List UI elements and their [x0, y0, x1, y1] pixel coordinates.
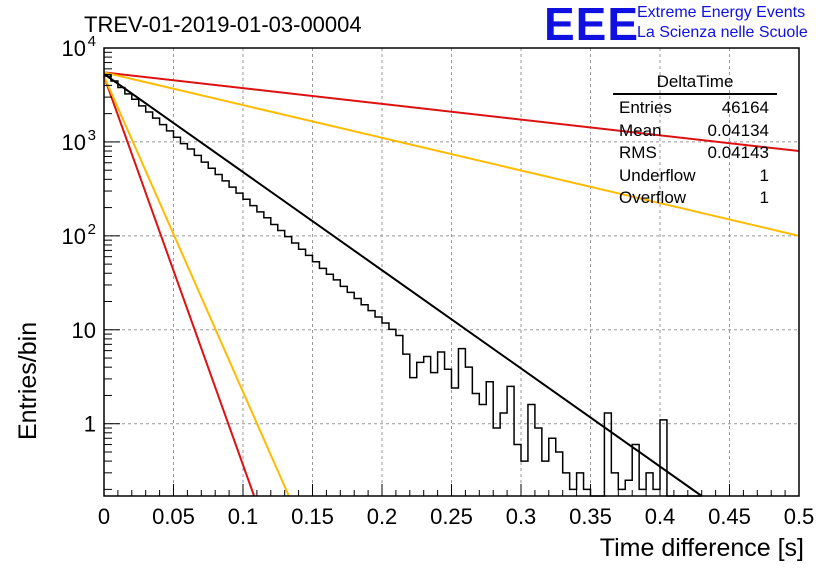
x-tick-label: 0.3 — [506, 504, 537, 529]
x-tick-label: 0.15 — [291, 504, 334, 529]
stats-label: Underflow — [619, 165, 696, 185]
stats-row-entries: Entries 46164 — [613, 97, 777, 120]
stats-value: 0.04134 — [707, 120, 769, 140]
stats-value: 0.04143 — [707, 143, 769, 163]
x-axis-label: Time difference [s] — [599, 534, 804, 562]
histogram-steps — [104, 73, 702, 497]
stats-value: 1 — [759, 188, 769, 208]
stats-label: Mean — [619, 120, 662, 140]
x-tick-label: 0.05 — [152, 504, 195, 529]
fit-curves — [103, 71, 800, 497]
axis-ticks — [103, 47, 800, 496]
stats-row-rms: RMS 0.04143 — [613, 142, 777, 165]
stats-value: 46164 — [721, 98, 769, 117]
fit-curve-0 — [103, 73, 703, 497]
y-tick-label: 10 — [72, 318, 96, 343]
x-tick-label: 0.35 — [569, 504, 612, 529]
stats-row-underflow: Underflow 1 — [613, 165, 777, 188]
stats-title: DeltaTime — [613, 72, 777, 95]
fit-curve-4 — [103, 75, 290, 497]
y-axis-label: Entries/bin — [14, 321, 42, 440]
tick-labels: 0 0.05 0.1 0.15 0.2 0.25 0.3 0.35 0.4 0.45 0.5 1 10 1… — [62, 33, 815, 529]
y-tick-exponent: 4 — [88, 33, 96, 50]
run-title: TREV-01-2019-01-03-00004 — [84, 12, 362, 37]
x-tick-label: 0.45 — [708, 504, 751, 529]
x-tick-label: 0.1 — [228, 504, 259, 529]
x-tick-label: 0.5 — [784, 504, 815, 529]
stats-label: RMS — [619, 143, 657, 163]
fit-curve-1 — [103, 71, 800, 153]
x-tick-label: 0.4 — [645, 504, 676, 529]
y-tick-label: 10 — [62, 36, 86, 61]
fit-curve-2 — [103, 71, 800, 237]
logo-line-2: La Scienza nelle Scuole — [637, 24, 808, 41]
fit-curve-3 — [103, 75, 256, 497]
logo-line-1: Extreme Energy Events — [637, 4, 806, 21]
y-tick-exponent: 3 — [88, 127, 96, 144]
stats-value: 1 — [759, 165, 769, 185]
grid-lines — [104, 48, 799, 496]
y-tick-exponent: 2 — [88, 221, 96, 238]
y-tick-label: 10 — [62, 130, 86, 155]
stats-box: DeltaTime Entries 46164 Mean 0.04134 RMS… — [613, 72, 777, 210]
stats-label: Entries — [619, 98, 672, 117]
x-tick-label: 0.25 — [430, 504, 473, 529]
y-tick-label: 1 — [84, 412, 96, 437]
stats-row-overflow: Overflow 1 — [613, 187, 777, 210]
x-tick-label: 0 — [98, 504, 110, 529]
y-tick-label: 10 — [62, 224, 86, 249]
stats-row-mean: Mean 0.04134 — [613, 120, 777, 143]
histogram — [104, 73, 702, 497]
stats-label: Overflow — [619, 188, 687, 208]
x-tick-label: 0.2 — [367, 504, 398, 529]
eee-logo: EEE — [544, 0, 640, 50]
